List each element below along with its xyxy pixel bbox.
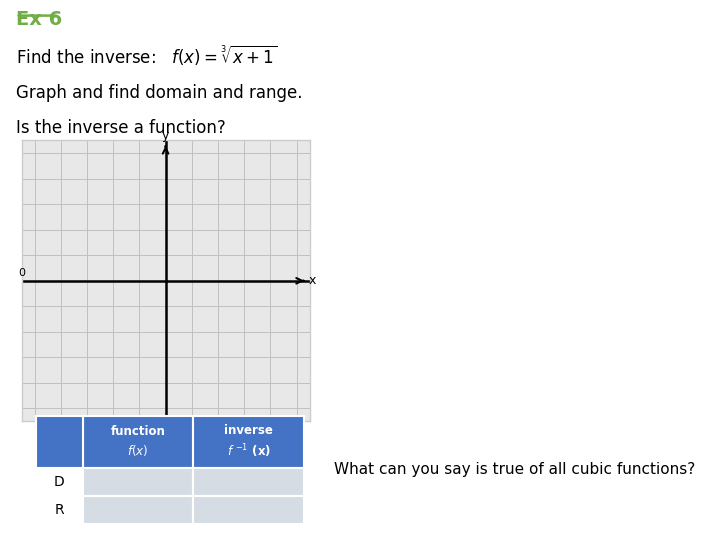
Bar bbox=[36, 416, 83, 468]
Text: What can you say is true of all cubic functions?: What can you say is true of all cubic fu… bbox=[334, 462, 696, 477]
Bar bbox=[83, 496, 193, 524]
Bar bbox=[193, 416, 304, 468]
Bar bbox=[83, 416, 193, 468]
Text: x: x bbox=[308, 274, 315, 287]
Bar bbox=[83, 468, 193, 496]
Text: y: y bbox=[162, 129, 169, 141]
Text: inverse
$f\ ^{-1}$ (x): inverse $f\ ^{-1}$ (x) bbox=[225, 424, 273, 460]
Text: R: R bbox=[55, 503, 64, 517]
Text: D: D bbox=[54, 475, 65, 489]
Text: Graph and find domain and range.: Graph and find domain and range. bbox=[16, 84, 302, 102]
Text: c: c bbox=[166, 417, 173, 427]
Text: Is the inverse a function?: Is the inverse a function? bbox=[16, 119, 225, 137]
Text: function
$f(x)$: function $f(x)$ bbox=[110, 426, 166, 458]
Bar bbox=[193, 496, 304, 524]
Text: Find the inverse:   $f(x) = \sqrt[3]{x+1}$: Find the inverse: $f(x) = \sqrt[3]{x+1}$ bbox=[16, 43, 277, 68]
Bar bbox=[193, 468, 304, 496]
Text: 0: 0 bbox=[19, 268, 25, 278]
Text: Ex 6: Ex 6 bbox=[16, 10, 62, 29]
